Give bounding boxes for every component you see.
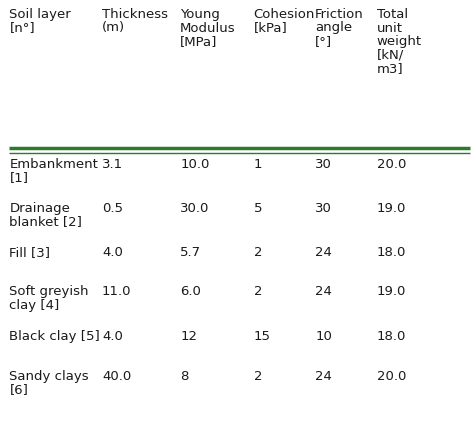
Text: 20.0: 20.0 [377,370,406,383]
Text: Thickness: Thickness [102,8,168,21]
Text: [MPa]: [MPa] [180,35,218,48]
Text: Sandy clays: Sandy clays [9,370,89,383]
Text: Soft greyish: Soft greyish [9,285,89,298]
Text: [kPa]: [kPa] [254,22,287,35]
Text: 10.0: 10.0 [180,158,210,171]
Text: 2: 2 [254,370,262,383]
Text: 30.0: 30.0 [180,202,210,215]
Text: Modulus: Modulus [180,22,236,35]
Text: 24: 24 [315,370,332,383]
Text: clay [4]: clay [4] [9,299,60,311]
Text: 1: 1 [254,158,262,171]
Text: 19.0: 19.0 [377,202,406,215]
Text: 40.0: 40.0 [102,370,131,383]
Text: 30: 30 [315,158,332,171]
Text: 0.5: 0.5 [102,202,123,215]
Text: Fill [3]: Fill [3] [9,246,50,259]
Text: 8: 8 [180,370,189,383]
Text: 12: 12 [180,330,197,343]
Text: unit: unit [377,22,403,35]
Text: 24: 24 [315,285,332,298]
Text: [kN/: [kN/ [377,49,404,61]
Text: 18.0: 18.0 [377,330,406,343]
Text: [°]: [°] [315,35,332,48]
Text: 4.0: 4.0 [102,330,123,343]
Text: 24: 24 [315,246,332,259]
Text: 4.0: 4.0 [102,246,123,259]
Text: 10: 10 [315,330,332,343]
Text: 5.7: 5.7 [180,246,201,259]
Text: angle: angle [315,22,352,35]
Text: Young: Young [180,8,220,21]
Text: [n°]: [n°] [9,22,35,35]
Text: 3.1: 3.1 [102,158,123,171]
Text: blanket [2]: blanket [2] [9,215,82,228]
Text: Embankment: Embankment [9,158,99,171]
Text: (m): (m) [102,22,125,35]
Text: 5: 5 [254,202,262,215]
Text: 19.0: 19.0 [377,285,406,298]
Text: Cohesion: Cohesion [254,8,315,21]
Text: 2: 2 [254,246,262,259]
Text: 6.0: 6.0 [180,285,201,298]
Text: Black clay [5]: Black clay [5] [9,330,100,343]
Text: 20.0: 20.0 [377,158,406,171]
Text: 18.0: 18.0 [377,246,406,259]
Text: [1]: [1] [9,171,28,184]
Text: Friction: Friction [315,8,364,21]
Text: [6]: [6] [9,384,28,396]
Text: weight: weight [377,35,422,48]
Text: Drainage: Drainage [9,202,70,215]
Text: 11.0: 11.0 [102,285,131,298]
Text: Total: Total [377,8,408,21]
Text: 2: 2 [254,285,262,298]
Text: 15: 15 [254,330,271,343]
Text: m3]: m3] [377,62,403,75]
Text: Soil layer: Soil layer [9,8,71,21]
Text: 30: 30 [315,202,332,215]
